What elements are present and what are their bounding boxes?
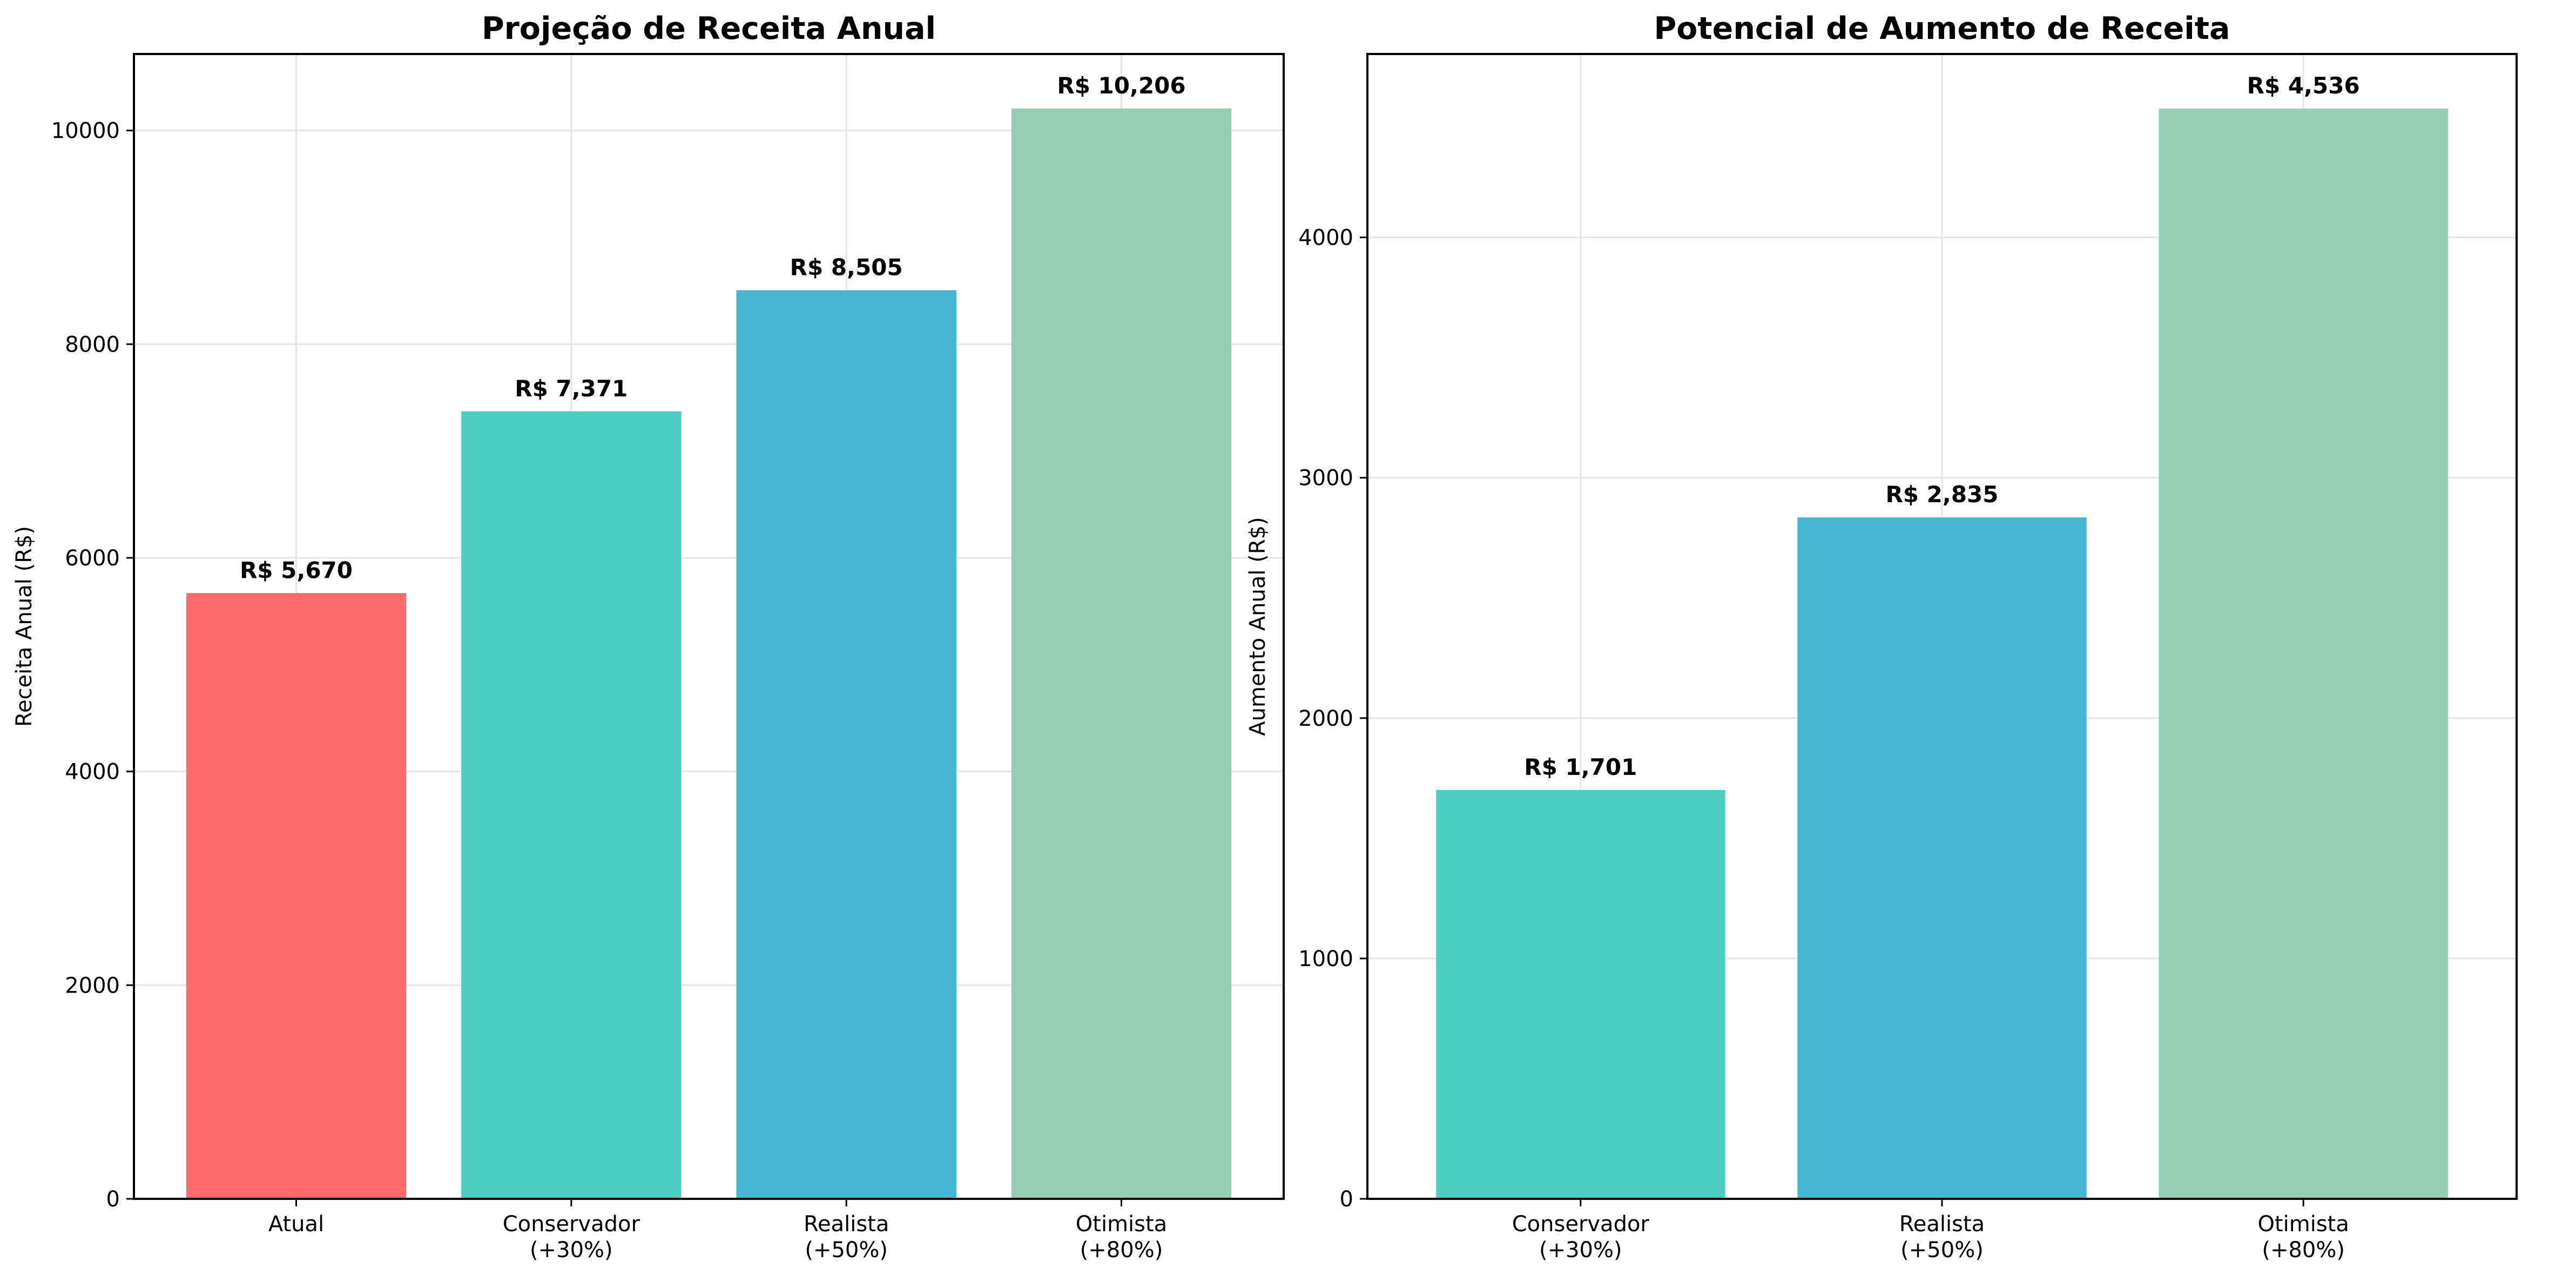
x-tick-label-line: Otimista — [1076, 1212, 1167, 1237]
bar-value-label: R$ 8,505 — [790, 254, 903, 280]
y-tick-label: 3000 — [1298, 466, 1353, 491]
bar-conservador — [461, 411, 682, 1199]
chart-revenue-increase: R$ 1,701 R$ 2,835 R$ 4,536 0 1000 2000 3000 400… — [1245, 11, 2518, 1263]
chart-title: Potencial de Aumento de Receita — [1654, 11, 2230, 46]
bar-value-label: R$ 5,670 — [240, 557, 353, 583]
x-tick-label-line: (+50%) — [805, 1238, 888, 1263]
x-tick-label-line: Conservador — [503, 1212, 640, 1237]
y-axis-label: Aumento Anual (R$) — [1245, 517, 1270, 736]
y-tick-label: 10000 — [51, 119, 120, 144]
x-tick-label-line: (+80%) — [2262, 1238, 2345, 1263]
y-tick-label: 8000 — [65, 332, 120, 357]
y-tick-label: 4000 — [1298, 226, 1353, 251]
x-tick-label-line: Realista — [804, 1212, 889, 1237]
bar-realista — [1797, 517, 2087, 1199]
x-tick-label: Atual — [268, 1212, 324, 1237]
y-axis-label: Receita Anual (R$) — [12, 526, 37, 727]
y-tick-label: 2000 — [65, 973, 120, 998]
x-tick-label-line: (+50%) — [1900, 1238, 1984, 1263]
bar-value-label: R$ 10,206 — [1057, 72, 1185, 99]
chart-revenue-projection: R$ 5,670 R$ 7,371 R$ 8,505 R$ 10,206 0 2000 40… — [12, 11, 1285, 1263]
bar-value-label: R$ 7,371 — [515, 375, 628, 402]
x-tick-label-line: (+80%) — [1080, 1238, 1163, 1263]
bar-otimista — [2159, 109, 2448, 1199]
bar-realista — [736, 290, 956, 1199]
x-tick-label: Otimista (+80%) — [2257, 1212, 2349, 1263]
x-tick-label: Conservador (+30%) — [503, 1212, 640, 1263]
bar-value-label: R$ 1,701 — [1524, 754, 1637, 780]
y-tick-label: 2000 — [1298, 706, 1353, 731]
x-tick-label: Otimista (+80%) — [1076, 1212, 1167, 1263]
plot-frame — [133, 53, 1285, 1200]
x-tick-label: Realista (+50%) — [804, 1212, 889, 1263]
x-tick-label: Conservador (+30%) — [1512, 1212, 1650, 1263]
bar-value-label: R$ 2,835 — [1885, 481, 1998, 508]
bar-otimista — [1011, 108, 1232, 1199]
x-tick-label-line: Conservador — [1512, 1212, 1650, 1237]
chart-title: Projeção de Receita Anual — [482, 11, 936, 46]
x-tick-label-line: Realista — [1899, 1212, 1985, 1237]
x-tick-label-line: (+30%) — [1539, 1238, 1622, 1263]
x-tick-label-line: Atual — [268, 1212, 324, 1237]
x-tick-label-line: Otimista — [2257, 1212, 2349, 1237]
bar-conservador — [1436, 790, 1725, 1199]
y-tick-label: 6000 — [65, 546, 120, 571]
x-tick-label-line: (+30%) — [530, 1238, 613, 1263]
y-tick-label: 1000 — [1298, 947, 1353, 971]
bar-atual — [186, 593, 407, 1199]
x-tick-label: Realista (+50%) — [1899, 1212, 1985, 1263]
bar-value-label: R$ 4,536 — [2247, 72, 2360, 99]
y-tick-label: 0 — [1340, 1187, 1353, 1212]
y-tick-label: 0 — [106, 1187, 120, 1212]
y-tick-label: 4000 — [65, 760, 120, 785]
